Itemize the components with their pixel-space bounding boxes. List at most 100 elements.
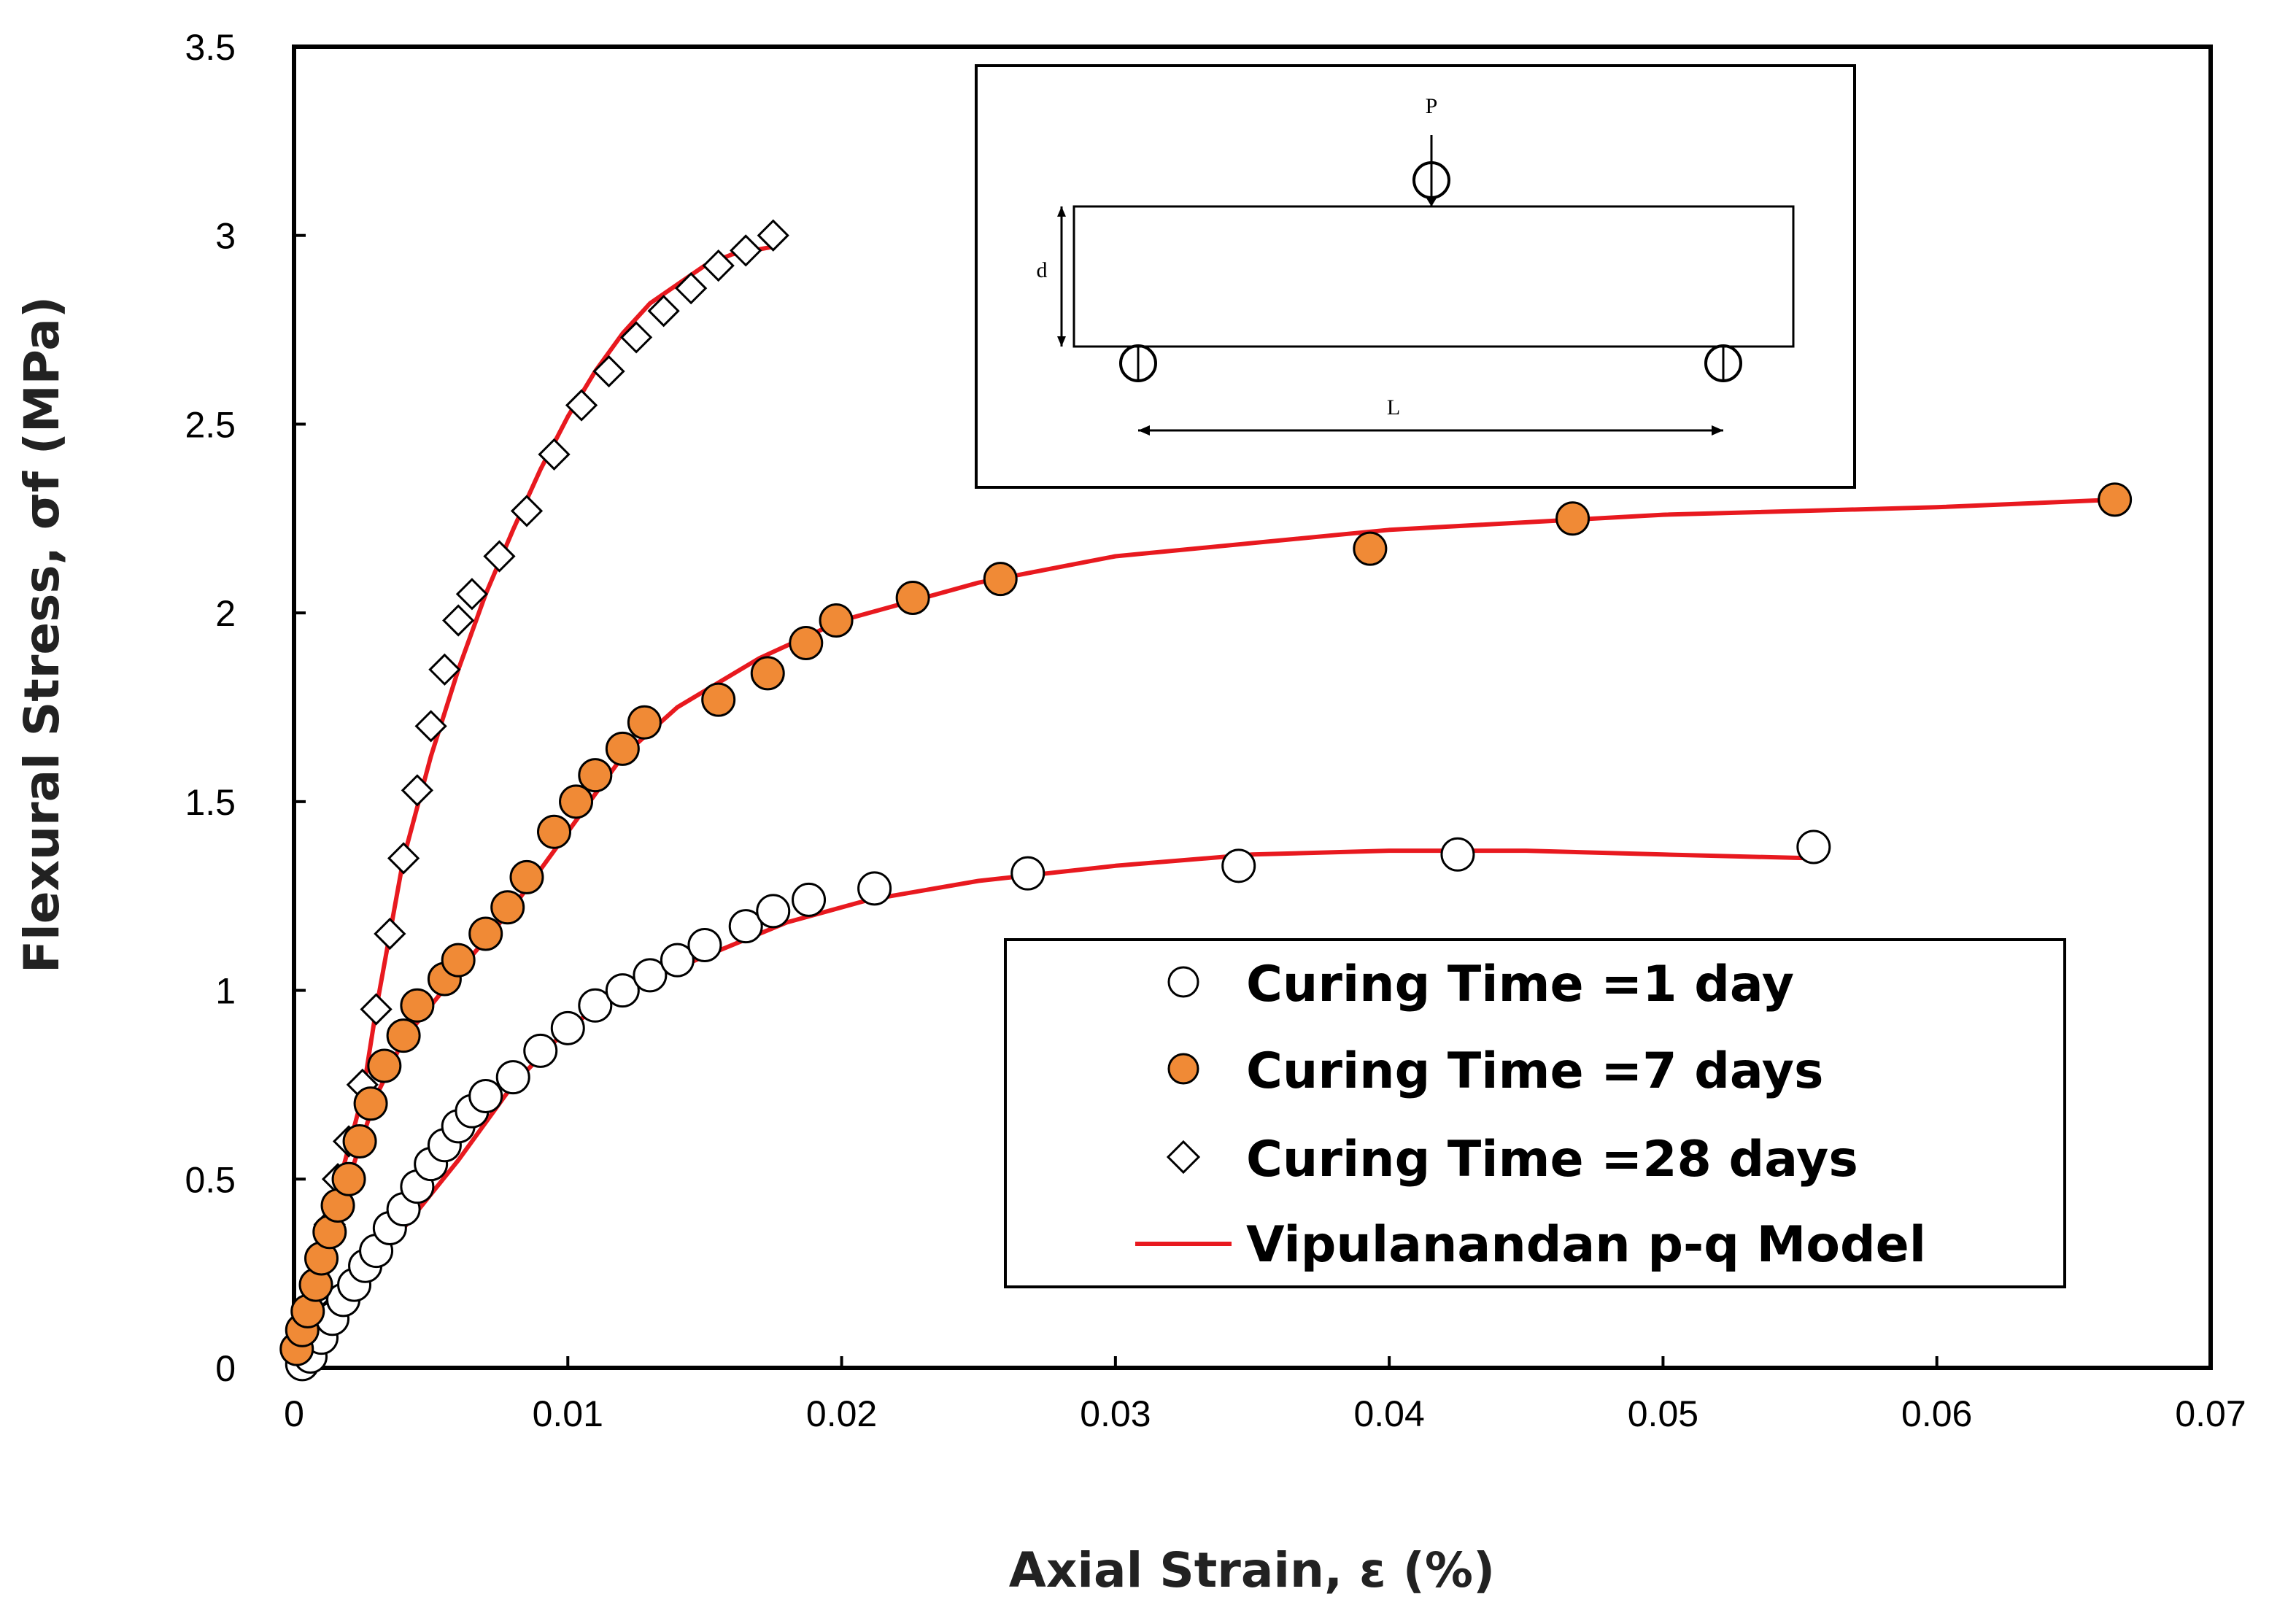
data-point-28-days xyxy=(442,604,475,637)
data-point-7-days xyxy=(509,859,544,894)
model-curve-1 xyxy=(292,848,1814,1369)
legend: Curing Time =1 day Curing Time =7 days C… xyxy=(1004,938,2066,1288)
legend-label-model: Vipulanandan p-q Model xyxy=(1246,1216,1926,1274)
x-tick-label: 0.01 xyxy=(533,1393,603,1434)
data-point-7-days xyxy=(342,1124,377,1159)
y-tick-label: 1.5 xyxy=(185,782,236,823)
inset-diagram: P d L xyxy=(975,64,1856,489)
data-point-1-day xyxy=(1440,837,1475,872)
y-tick-label: 0.5 xyxy=(185,1159,236,1200)
data-point-7-days xyxy=(537,814,572,849)
data-point-1-day xyxy=(633,958,668,993)
data-point-28-days xyxy=(455,578,489,611)
data-point-1-day xyxy=(756,894,791,929)
x-axis-title: Axial Strain, ε (%) xyxy=(1009,1542,1495,1598)
data-point-28-days xyxy=(757,219,789,252)
data-point-28-days xyxy=(401,774,433,807)
y-axis-title: Flexural Stress, σf (MPa) xyxy=(14,296,70,973)
data-point-28-days xyxy=(510,495,544,527)
inset-beam xyxy=(1072,205,1795,348)
data-point-7-days xyxy=(983,562,1018,597)
data-point-1-day xyxy=(660,943,695,978)
data-point-7-days xyxy=(605,731,640,766)
data-point-1-day xyxy=(1010,856,1045,891)
data-point-1-day xyxy=(495,1060,530,1095)
y-tick-label: 3 xyxy=(215,216,236,257)
data-point-28-days xyxy=(592,355,625,388)
data-point-7-days xyxy=(627,705,662,740)
data-point-28-days xyxy=(702,249,735,282)
data-point-1-day xyxy=(1796,829,1831,864)
data-point-1-day xyxy=(687,927,722,962)
inset-depth-arrowhead-bottom xyxy=(1057,336,1066,347)
data-point-28-days xyxy=(360,993,393,1026)
data-point-1-day xyxy=(728,909,763,944)
inset-span-label: L xyxy=(1387,395,1400,419)
data-point-28-days xyxy=(387,842,420,875)
data-point-28-days xyxy=(374,917,406,951)
data-point-7-days xyxy=(468,916,503,951)
data-point-28-days xyxy=(647,295,680,328)
data-point-7-days xyxy=(400,988,435,1023)
y-tick-label: 3.5 xyxy=(185,27,236,68)
inset-depth-label: d xyxy=(1037,258,1048,282)
data-point-7-days xyxy=(750,656,785,691)
data-point-28-days xyxy=(483,540,516,573)
x-tick-label: 0.03 xyxy=(1080,1393,1151,1434)
legend-marker-1-day xyxy=(1167,966,1199,998)
data-point-7-days xyxy=(367,1048,402,1083)
inset-load-arrowhead xyxy=(1426,197,1437,206)
x-tick-label: 0.02 xyxy=(806,1393,877,1434)
x-tick-label: 0.07 xyxy=(2175,1393,2246,1434)
y-tick-label: 1 xyxy=(215,971,236,1012)
data-point-1-day xyxy=(468,1078,503,1113)
x-axis-ticks: 0 0.01 0.02 0.03 0.04 0.05 0.06 0.07 xyxy=(284,1356,2246,1434)
data-point-7-days xyxy=(2098,482,2133,517)
data-point-28-days xyxy=(675,272,708,305)
data-point-28-days xyxy=(730,234,762,267)
legend-marker-28-days xyxy=(1166,1140,1201,1175)
data-point-28-days xyxy=(428,653,461,686)
y-tick-label: 2.5 xyxy=(185,404,236,445)
inset-depth-arrowhead-top xyxy=(1057,206,1066,217)
legend-label-1-day: Curing Time =1 day xyxy=(1246,956,1794,1013)
series-1-day-marks xyxy=(285,829,1831,1382)
x-tick-label: 0.06 xyxy=(1901,1393,1972,1434)
x-tick-label: 0 xyxy=(284,1393,304,1434)
inset-span-arrowhead-left xyxy=(1138,425,1150,436)
data-point-7-days xyxy=(789,626,824,661)
data-point-7-days xyxy=(895,580,930,615)
legend-marker-7-days xyxy=(1167,1053,1199,1085)
legend-label-7-days: Curing Time =7 days xyxy=(1246,1042,1824,1100)
x-tick-label: 0.05 xyxy=(1628,1393,1698,1434)
data-point-7-days xyxy=(578,758,613,793)
data-point-28-days xyxy=(414,710,447,743)
data-point-1-day xyxy=(857,871,892,906)
y-tick-label: 0 xyxy=(215,1348,236,1389)
data-point-28-days xyxy=(538,438,571,471)
data-point-1-day xyxy=(1221,848,1256,883)
inset-span-arrowhead-right xyxy=(1712,425,1723,436)
data-point-1-day xyxy=(578,988,613,1023)
data-point-7-days xyxy=(819,603,854,638)
x-tick-label: 0.04 xyxy=(1353,1393,1424,1434)
data-point-7-days xyxy=(441,943,476,978)
data-point-1-day xyxy=(605,973,640,1008)
data-point-28-days xyxy=(565,389,598,422)
data-point-7-days xyxy=(701,682,736,717)
data-point-7-days xyxy=(490,890,525,925)
data-point-1-day xyxy=(550,1010,585,1045)
data-point-7-days xyxy=(331,1161,366,1196)
y-axis-ticks: 0 0.5 1 1.5 2 2.5 3 3.5 xyxy=(185,27,306,1389)
y-tick-label: 2 xyxy=(215,593,236,634)
inset-load-label: P xyxy=(1426,94,1438,118)
plot-area-frame xyxy=(292,45,2213,1370)
data-point-1-day xyxy=(792,882,827,917)
series-7-days-marks xyxy=(279,482,2133,1366)
data-point-28-days xyxy=(619,321,653,354)
legend-label-28-days: Curing Time =28 days xyxy=(1246,1131,1858,1188)
data-point-7-days xyxy=(1555,501,1590,536)
data-point-1-day xyxy=(523,1033,558,1068)
data-point-7-days xyxy=(559,784,594,819)
